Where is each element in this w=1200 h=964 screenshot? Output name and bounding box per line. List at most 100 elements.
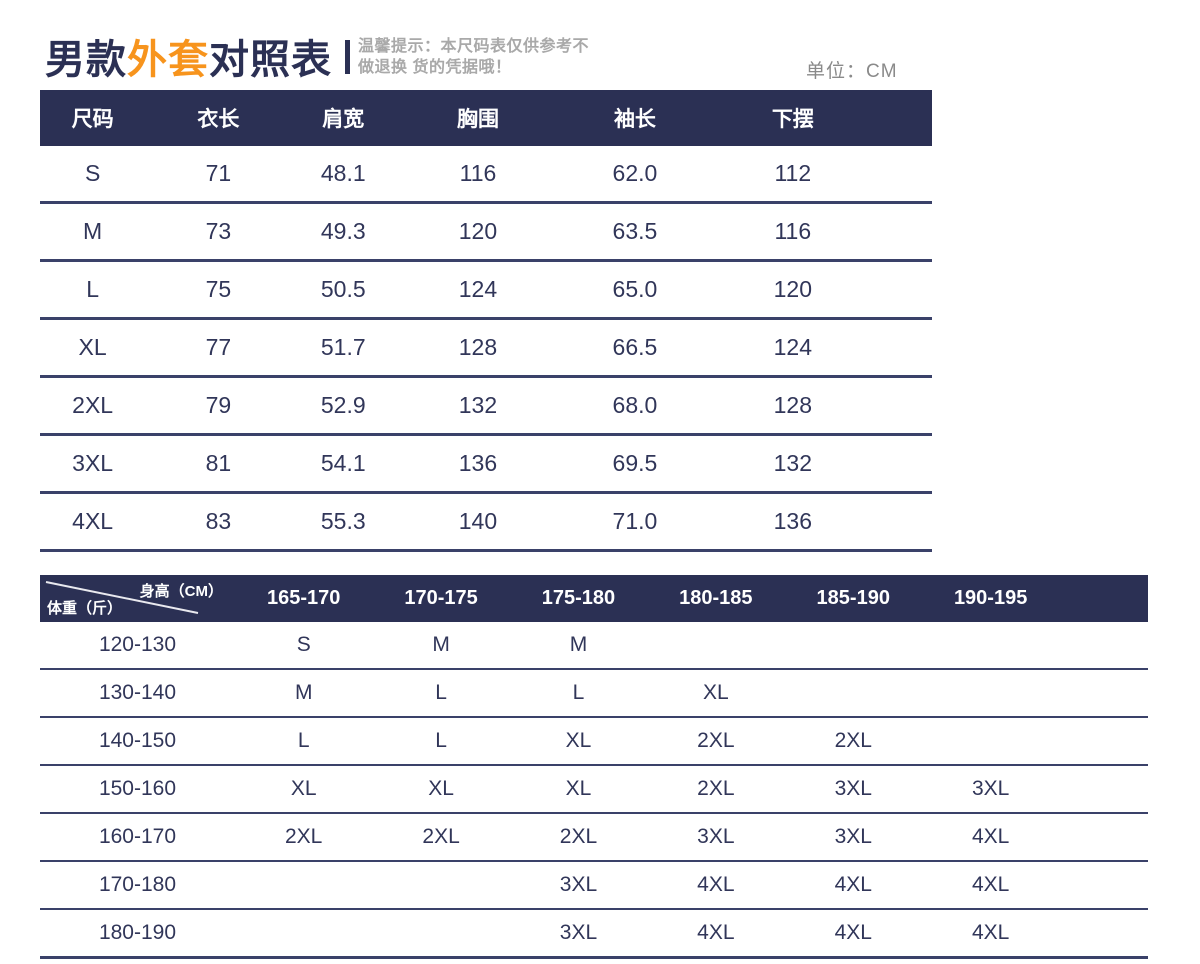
fit-table-row: 160-170 2XL 2XL 2XL 3XL 3XL 4XL	[40, 813, 1148, 862]
measurement-cell: 124	[395, 260, 561, 320]
size-label-cell: L	[40, 260, 146, 320]
fit-table-body: 120-130 S M M 130-140 M L L XL 140-150 L L XL 2XL 2XL 1…	[40, 622, 1148, 959]
recommended-size-cell: 4XL	[647, 861, 785, 910]
measurement-cell: 116	[708, 202, 877, 262]
measurement-cell: 112	[708, 146, 877, 204]
recommended-size-cell: 4XL	[921, 861, 1060, 910]
recommended-size-cell: L	[372, 717, 510, 766]
recommended-size-cell	[921, 717, 1060, 766]
measurement-cell: 66.5	[560, 318, 709, 378]
measurement-cell: 50.5	[291, 260, 395, 320]
size-table-body: S 71 48.1 116 62.0 112 M 73 49.3 120 63.5 116 L 75 50.…	[40, 146, 932, 552]
recommended-size-cell: L	[235, 717, 373, 766]
recommended-size-cell: 4XL	[921, 813, 1060, 862]
title-segment-suffix: 对照表	[209, 38, 332, 82]
measurement-cell: 120	[708, 260, 877, 320]
size-table-row: L 75 50.5 124 65.0 120	[40, 260, 932, 320]
recommended-size-cell	[372, 909, 510, 959]
filler-cell	[876, 492, 932, 552]
recommended-size-cell: M	[235, 669, 373, 718]
weight-range-cell: 120-130	[40, 622, 235, 670]
weight-range-cell: 170-180	[40, 861, 235, 910]
measurement-cell: 83	[145, 492, 292, 552]
fit-table: 身高（CM） 体重（斤） 165-170 170-175 175-180 180-18…	[40, 575, 1148, 959]
size-col-header: 衣长	[145, 90, 292, 146]
recommended-size-cell	[921, 622, 1060, 670]
measurement-cell: 132	[395, 376, 561, 436]
measurement-cell: 77	[145, 318, 292, 378]
size-label-cell: M	[40, 202, 146, 262]
recommended-size-cell: 2XL	[372, 813, 510, 862]
weight-axis-label: 体重（斤）	[47, 600, 123, 617]
recommended-size-cell: 3XL	[509, 909, 648, 959]
height-range-header: 175-180	[509, 575, 648, 622]
filler-cell	[1059, 575, 1148, 622]
measurement-cell: 69.5	[560, 434, 709, 494]
size-table-row: S 71 48.1 116 62.0 112	[40, 146, 932, 204]
filler-cell	[876, 260, 932, 320]
height-range-header: 170-175	[372, 575, 510, 622]
recommended-size-cell: 4XL	[647, 909, 785, 959]
measurement-cell: 120	[395, 202, 561, 262]
measurement-cell: 63.5	[560, 202, 709, 262]
height-range-header: 185-190	[784, 575, 922, 622]
recommended-size-cell: 2XL	[509, 813, 648, 862]
recommended-size-cell	[647, 622, 785, 670]
recommended-size-cell	[784, 622, 922, 670]
measurement-cell: 81	[145, 434, 292, 494]
disclaimer-line-1: 温馨提示：本尺码表仅供参考不	[358, 38, 590, 55]
diagonal-corner-cell: 身高（CM） 体重（斤）	[40, 575, 235, 622]
filler-cell	[876, 376, 932, 436]
page-title: 男款外套对照表	[45, 27, 332, 85]
filler-cell	[876, 202, 932, 262]
size-label-cell: 2XL	[40, 376, 146, 436]
recommended-size-cell: 2XL	[647, 717, 785, 766]
size-col-header: 下摆	[708, 90, 877, 146]
corner-header-cell: 身高（CM） 体重（斤）	[40, 575, 235, 622]
measurement-cell: 128	[395, 318, 561, 378]
measurement-cell: 128	[708, 376, 877, 436]
measurement-cell: 124	[708, 318, 877, 378]
height-range-header: 190-195	[921, 575, 1060, 622]
measurement-cell: 51.7	[291, 318, 395, 378]
filler-cell	[876, 434, 932, 494]
measurement-cell: 52.9	[291, 376, 395, 436]
weight-range-cell: 130-140	[40, 669, 235, 718]
recommended-size-cell: 3XL	[921, 765, 1060, 814]
recommended-size-cell: 4XL	[784, 909, 922, 959]
recommended-size-cell: L	[509, 669, 648, 718]
fit-table-header-row: 身高（CM） 体重（斤） 165-170 170-175 175-180 180-18…	[40, 575, 1148, 622]
recommended-size-cell: 3XL	[647, 813, 785, 862]
measurement-cell: 132	[708, 434, 877, 494]
height-range-header: 165-170	[235, 575, 373, 622]
fit-table-row: 180-190 3XL 4XL 4XL 4XL	[40, 909, 1148, 959]
measurement-cell: 68.0	[560, 376, 709, 436]
measurement-cell: 48.1	[291, 146, 395, 204]
weight-range-cell: 180-190	[40, 909, 235, 959]
title-segment-category: 男款	[45, 38, 127, 82]
measurement-cell: 136	[708, 492, 877, 552]
filler-cell	[1059, 909, 1148, 959]
measurement-cell: 116	[395, 146, 561, 204]
fit-table-row: 140-150 L L XL 2XL 2XL	[40, 717, 1148, 766]
size-table-row: XL 77 51.7 128 66.5 124	[40, 318, 932, 378]
size-col-header: 肩宽	[291, 90, 395, 146]
fit-table-row: 130-140 M L L XL	[40, 669, 1148, 718]
weight-range-cell: 160-170	[40, 813, 235, 862]
recommended-size-cell	[235, 861, 373, 910]
weight-range-cell: 150-160	[40, 765, 235, 814]
recommended-size-cell: XL	[509, 717, 648, 766]
recommended-size-cell: XL	[509, 765, 648, 814]
filler-cell	[1059, 861, 1148, 910]
recommended-size-cell: XL	[372, 765, 510, 814]
disclaimer-note: 温馨提示：本尺码表仅供参考不 做退换 货的凭据哦！	[358, 36, 589, 78]
tip-divider-bar	[345, 40, 350, 74]
recommended-size-cell: M	[509, 622, 648, 670]
measurement-cell: 71.0	[560, 492, 709, 552]
measurement-cell: 136	[395, 434, 561, 494]
size-table-row: M 73 49.3 120 63.5 116	[40, 202, 932, 262]
recommended-size-cell: 2XL	[647, 765, 785, 814]
size-label-cell: 3XL	[40, 434, 146, 494]
recommended-size-cell	[784, 669, 922, 718]
measurement-cell: 49.3	[291, 202, 395, 262]
